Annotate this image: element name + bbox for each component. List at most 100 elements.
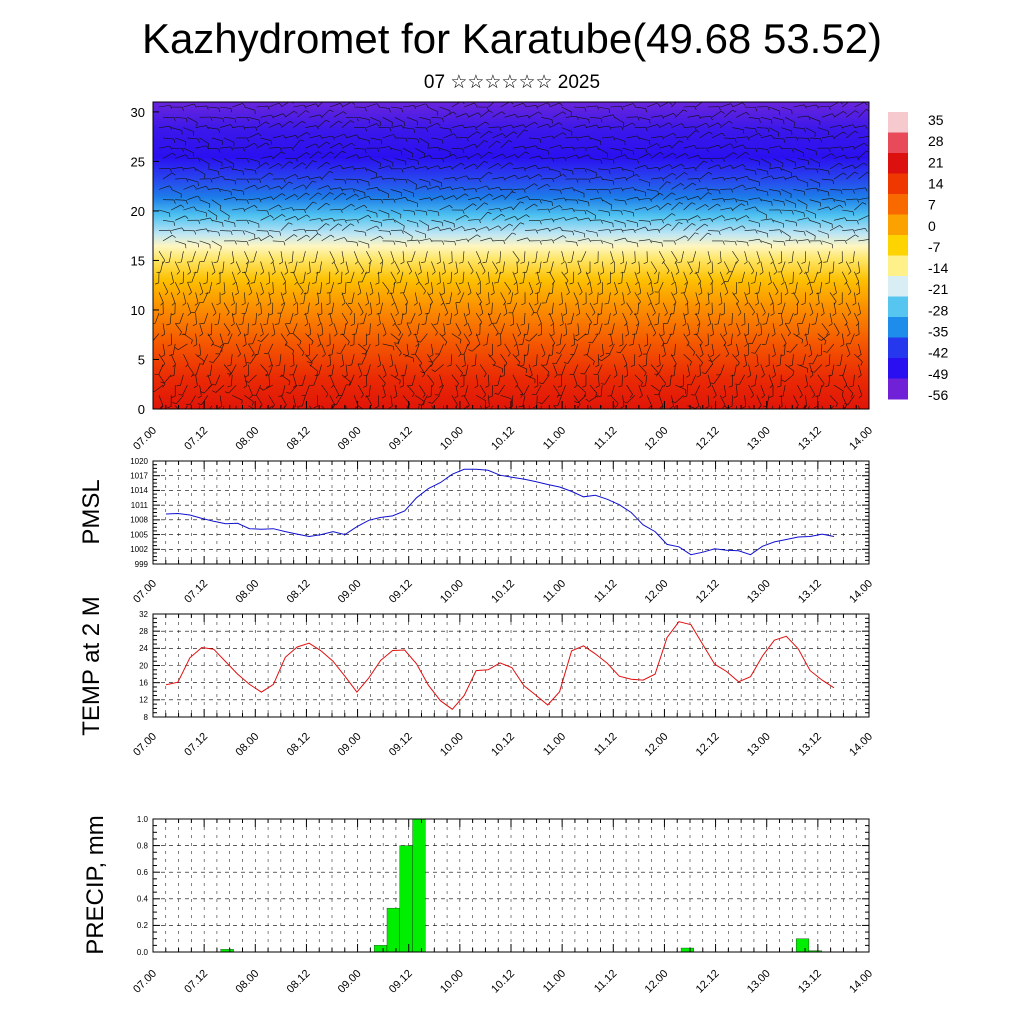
wind-barb-flag: [458, 332, 462, 337]
wind-barb-flag: [840, 344, 845, 347]
wind-barb: [199, 137, 210, 145]
wind-barb-flag: [462, 148, 465, 153]
wind-barb: [528, 155, 540, 159]
wind-barb: [451, 374, 459, 384]
wind-barb: [846, 130, 856, 139]
wind-barb-flag: [383, 383, 386, 388]
wind-barb-flag: [572, 146, 575, 151]
wind-barb: [427, 122, 438, 128]
wind-barb: [476, 202, 485, 211]
wind-barb: [809, 199, 821, 203]
wind-barb: [211, 220, 223, 224]
wind-barb-flag: [298, 261, 303, 263]
wind-barb-flag: [689, 361, 692, 366]
wind-barb-flag: [203, 282, 208, 285]
wind-barb: [561, 384, 566, 396]
wind-barb: [537, 208, 549, 211]
wind-barb: [390, 251, 395, 262]
wind-barb-flag: [325, 223, 330, 226]
wind-barb-flag: [265, 121, 270, 125]
wind-barb-flag: [547, 102, 551, 106]
wind-barb-flag: [224, 391, 229, 394]
wind-barb: [449, 312, 453, 324]
wind-barb: [805, 271, 811, 283]
precip-ylabel: PRECIP, mm: [82, 815, 109, 955]
wind-barb: [854, 312, 860, 324]
wind-barb-flag: [466, 137, 469, 142]
wind-barb-flag: [576, 178, 579, 183]
wind-barb-flag: [332, 403, 337, 406]
wind-barb-flag: [852, 211, 855, 216]
wind-barb-flag: [737, 362, 740, 367]
wind-barb: [662, 261, 670, 271]
wind-barb: [510, 292, 514, 304]
wind-barb: [720, 143, 731, 149]
wind-barb: [158, 395, 164, 406]
wind-barb: [512, 302, 518, 313]
wind-barb: [382, 177, 394, 180]
wind-barb: [199, 240, 211, 245]
wind-barb: [760, 134, 772, 139]
wind-barb: [267, 405, 273, 409]
wind-barb: [370, 302, 372, 314]
wind-barb-flag: [756, 261, 761, 265]
wind-barb: [589, 117, 601, 119]
wind-barb-flag: [588, 292, 593, 296]
wind-barb-flag: [328, 323, 333, 327]
wind-barb: [177, 343, 188, 350]
wind-barb-flag: [855, 272, 860, 275]
wind-barb-flag: [319, 218, 323, 222]
wind-barb-flag: [356, 134, 360, 139]
wind-barb: [646, 354, 648, 366]
wind-barb: [357, 364, 363, 375]
wind-barb: [577, 261, 582, 273]
wind-barb-flag: [728, 323, 733, 326]
wind-barb: [341, 203, 352, 211]
wind-barb-flag: [278, 204, 282, 208]
wind-barb: [765, 333, 770, 345]
wind-barb-flag: [220, 246, 222, 251]
wind-barb-flag: [171, 302, 176, 306]
x-tick-label: 08.12: [285, 578, 313, 606]
wind-barb: [402, 353, 414, 359]
wind-barb-flag: [696, 375, 701, 378]
wind-barb-flag: [794, 417, 798, 419]
wind-barb: [431, 343, 434, 355]
wind-barb: [195, 374, 198, 386]
wind-barb: [585, 271, 591, 283]
wind-barb: [724, 198, 736, 200]
wind-barb: [748, 405, 751, 409]
wind-barb: [516, 196, 528, 200]
wind-barb: [175, 137, 186, 142]
wind-barb-flag: [671, 400, 676, 404]
wind-barb-flag: [655, 303, 660, 306]
wind-barb-flag: [538, 382, 544, 384]
wind-barb: [638, 261, 641, 273]
wind-barb: [174, 405, 179, 409]
y-tick-label: 1002: [130, 545, 148, 554]
wind-barb: [504, 302, 508, 314]
wind-barb: [492, 194, 503, 200]
wind-barb-flag: [218, 188, 221, 193]
wind-barb: [357, 261, 365, 272]
wind-barb-flag: [600, 197, 604, 202]
wind-barb-flag: [842, 172, 847, 176]
wind-barb: [402, 230, 413, 237]
wind-barb-flag: [228, 372, 232, 377]
precip-panel: 0.00.20.40.60.81.0 07.00 07.12 08.00 08.12 0…: [82, 815, 875, 996]
wind-barb: [504, 216, 515, 221]
wind-barb-flag: [734, 217, 738, 222]
wind-barb: [843, 405, 847, 409]
wind-barb-flag: [773, 271, 778, 275]
wind-barb: [317, 292, 320, 304]
wind-barb: [479, 405, 483, 409]
wind-barb-flag: [230, 108, 233, 113]
wind-barb-flag: [242, 344, 247, 347]
wind-barb-flag: [319, 176, 323, 181]
wind-barb: [829, 146, 841, 149]
wind-barb: [292, 333, 302, 342]
wind-barb-flag: [495, 270, 499, 275]
wind-barb-flag: [525, 151, 530, 155]
wind-barb: [443, 261, 446, 273]
wind-barb-flag: [336, 352, 341, 354]
